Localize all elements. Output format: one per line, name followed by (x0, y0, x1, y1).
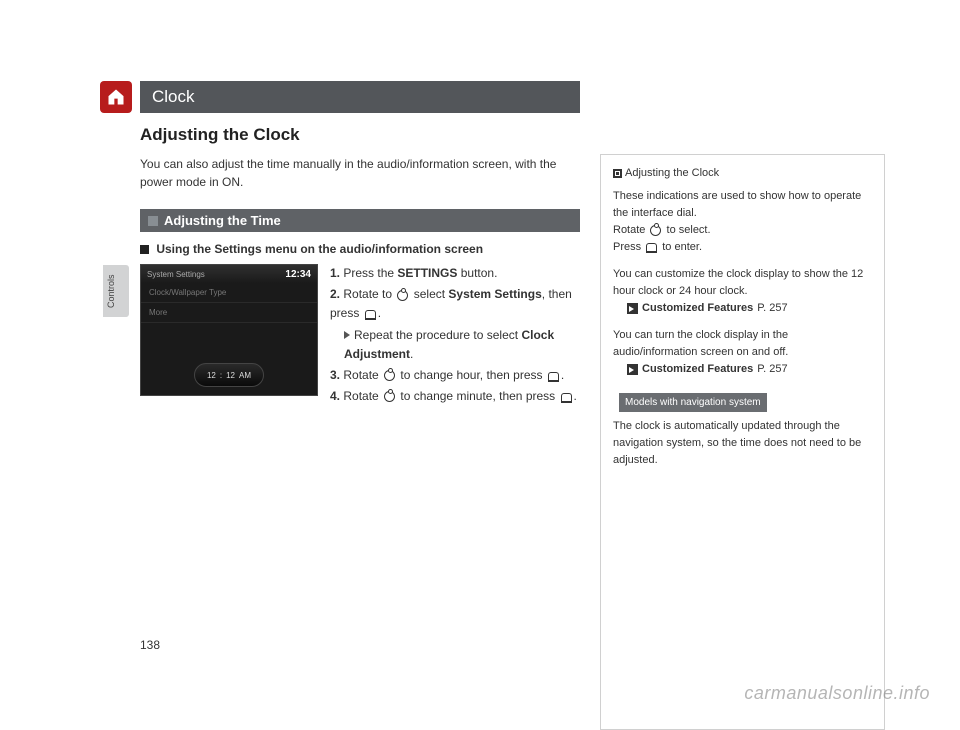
intro-text: You can also adjust the time manually in… (140, 155, 580, 191)
step-4: 4. Rotate to change minute, then press . (330, 387, 580, 406)
press-dial-icon (646, 243, 657, 251)
step-text: Press the (343, 266, 397, 280)
step-text: . (378, 306, 381, 320)
xref-title: Customized Features (642, 300, 753, 317)
cross-reference[interactable]: Customized Features P. 257 (627, 300, 872, 317)
step-number: 2. (330, 287, 340, 301)
chapter-title: Clock (152, 87, 195, 107)
section-tab-label: Controls (106, 274, 116, 308)
sidebar-paragraph: You can customize the clock display to s… (613, 266, 872, 317)
sidebar-text: These indications are used to show how t… (613, 190, 861, 219)
step-bold: System Settings (448, 287, 541, 301)
screenshot-topbar: System Settings 12:34 (141, 265, 317, 283)
xref-page: P. 257 (757, 300, 787, 317)
sidebar-paragraph: These indications are used to show how t… (613, 188, 872, 256)
triangle-bullet-icon (344, 331, 350, 339)
screenshot-hour: 12 (207, 371, 216, 380)
sidebar-header-text: Adjusting the Clock (625, 167, 719, 179)
step-text: . (574, 389, 577, 403)
screenshot-ampm: AM (239, 371, 251, 380)
screenshot-row-label: Clock/Wallpaper Type (149, 288, 226, 297)
step-text: . (561, 368, 564, 382)
sidebar-text: to select. (663, 224, 710, 236)
sidebar-text: to enter. (659, 241, 702, 253)
sidebar-text: Press (613, 241, 644, 253)
step-text: to change minute, then press (397, 389, 558, 403)
rotate-dial-icon (384, 391, 395, 402)
xref-arrow-icon (627, 303, 638, 314)
info-box-icon (613, 169, 622, 178)
sidebar-paragraph: The clock is automatically updated throu… (613, 418, 872, 469)
subheading-bar: Adjusting the Time (140, 209, 580, 232)
rotate-dial-icon (384, 370, 395, 381)
sub-subheading-text: Using the Settings menu on the audio/inf… (156, 242, 483, 256)
press-dial-icon (365, 310, 376, 318)
chapter-title-bar: Clock (140, 81, 580, 113)
screenshot-row: Clock/Wallpaper Type (141, 283, 317, 303)
step-2: 2. Rotate to select System Settings, the… (330, 285, 580, 323)
sidebar-header: Adjusting the Clock (613, 165, 872, 182)
rotate-dial-icon (650, 225, 661, 236)
model-tag: Models with navigation system (619, 393, 767, 413)
step-text: Repeat the procedure to select (354, 328, 521, 342)
page-number: 138 (140, 638, 160, 652)
sidebar-text: You can turn the clock display in the au… (613, 329, 788, 358)
main-column: Adjusting the Clock You can also adjust … (140, 125, 580, 408)
home-icon[interactable] (100, 81, 132, 113)
section-heading: Adjusting the Clock (140, 125, 580, 145)
cross-reference[interactable]: Customized Features P. 257 (627, 361, 872, 378)
press-dial-icon (548, 372, 559, 380)
screenshot-row-label: More (149, 308, 167, 317)
xref-arrow-icon (627, 364, 638, 375)
black-square-icon (140, 245, 149, 254)
step-text: Rotate (343, 368, 382, 382)
step-3: 3. Rotate to change hour, then press . (330, 366, 580, 385)
content-row: System Settings 12:34 Clock/Wallpaper Ty… (140, 264, 580, 408)
step-number: 3. (330, 368, 340, 382)
xref-title: Customized Features (642, 361, 753, 378)
screenshot-time-control: 12: 12 AM (194, 363, 264, 387)
step-text: . (410, 347, 413, 361)
watermark: carmanualsonline.info (744, 683, 930, 704)
screenshot-clock: 12:34 (285, 269, 311, 280)
step-2-sub: Repeat the procedure to select Clock Adj… (330, 326, 580, 364)
step-1: 1. Press the SETTINGS button. (330, 264, 580, 283)
step-bold: SETTINGS (397, 266, 457, 280)
step-text: to change hour, then press (397, 368, 546, 382)
infotainment-screenshot: System Settings 12:34 Clock/Wallpaper Ty… (140, 264, 318, 396)
rotate-dial-icon (397, 290, 408, 301)
sidebar-text: You can customize the clock display to s… (613, 268, 863, 297)
sub-subheading: Using the Settings menu on the audio/inf… (140, 242, 580, 256)
square-bullet-icon (148, 216, 158, 226)
step-number: 4. (330, 389, 340, 403)
sidebar-text: Rotate (613, 224, 648, 236)
screenshot-minute: 12 (226, 371, 235, 380)
subheading-text: Adjusting the Time (164, 213, 281, 228)
procedure-steps: 1. Press the SETTINGS button. 2. Rotate … (330, 264, 580, 408)
press-dial-icon (561, 393, 572, 401)
xref-page: P. 257 (757, 361, 787, 378)
step-text: Rotate (343, 389, 382, 403)
sidebar-column: Adjusting the Clock These indications ar… (600, 154, 885, 730)
screenshot-row: More (141, 303, 317, 323)
step-text: button. (457, 266, 497, 280)
step-number: 1. (330, 266, 340, 280)
step-text: Rotate to (343, 287, 395, 301)
screenshot-title: System Settings (147, 270, 205, 279)
sidebar-paragraph: You can turn the clock display in the au… (613, 327, 872, 378)
step-text: select (410, 287, 448, 301)
